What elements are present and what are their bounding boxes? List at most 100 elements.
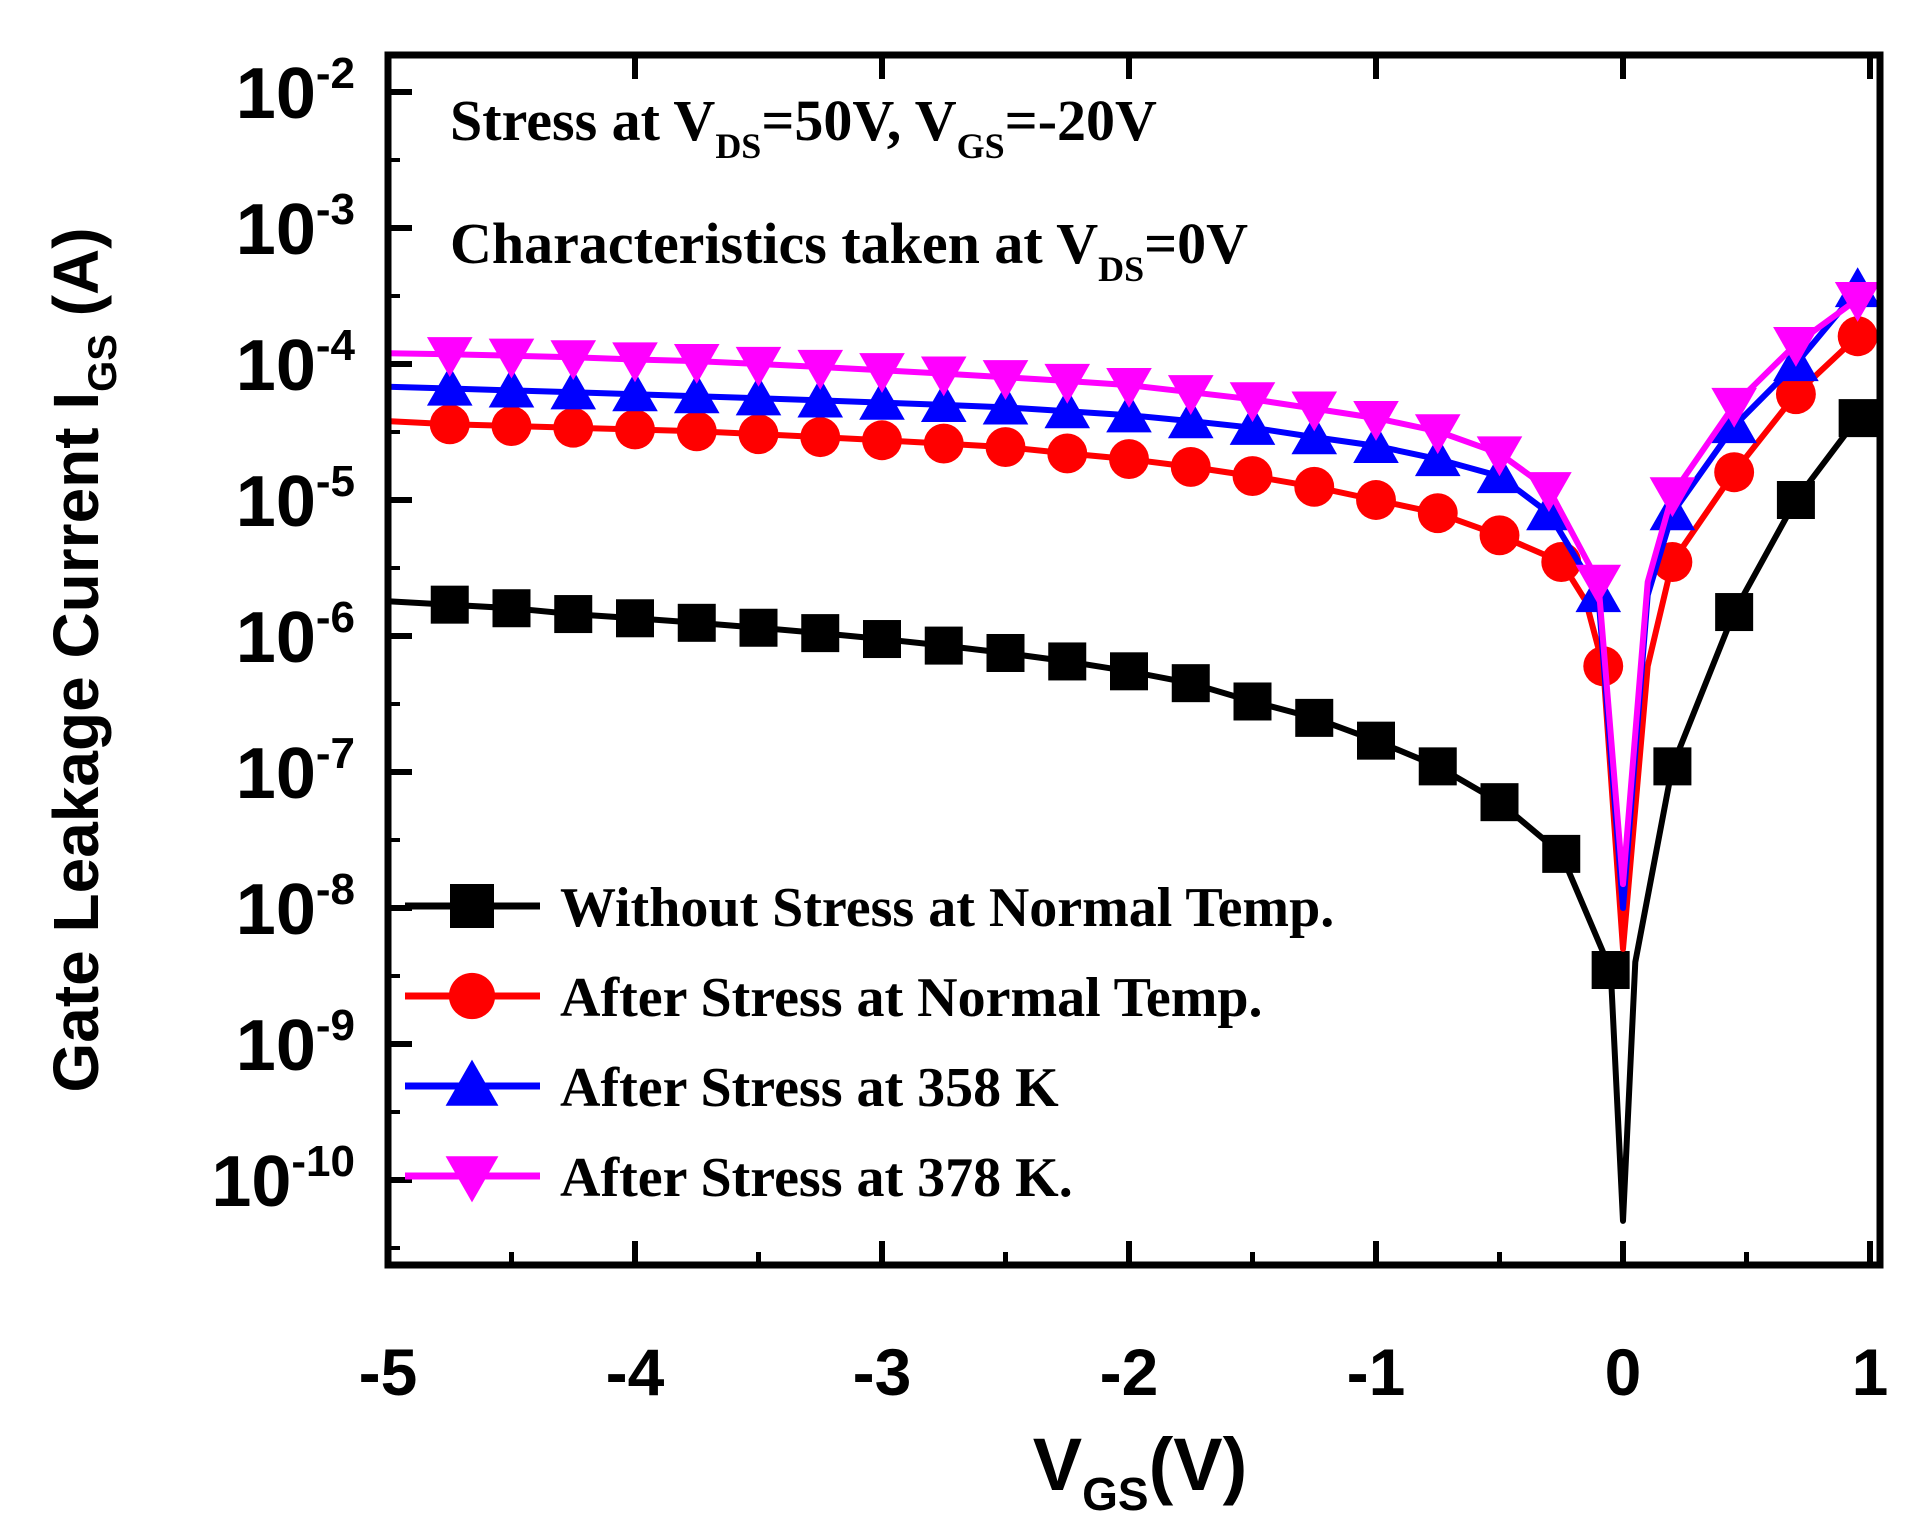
marker-square bbox=[1653, 747, 1692, 786]
marker-circle bbox=[553, 407, 594, 448]
x-tick-label: -5 bbox=[359, 1335, 418, 1409]
marker-circle bbox=[491, 406, 532, 446]
marker-circle bbox=[1294, 466, 1335, 507]
marker-circle bbox=[923, 423, 964, 464]
marker-triangle-up bbox=[550, 369, 597, 410]
marker-triangle-up bbox=[1353, 423, 1399, 463]
marker-circle bbox=[738, 414, 779, 455]
marker-triangle-up bbox=[488, 367, 535, 408]
marker-triangle-down bbox=[982, 360, 1029, 400]
marker-triangle-down bbox=[488, 338, 535, 379]
marker-square bbox=[1295, 698, 1334, 737]
marker-square bbox=[677, 603, 716, 642]
marker-triangle-down bbox=[426, 337, 473, 378]
x-tick-label: -1 bbox=[1347, 1335, 1406, 1409]
plot-frame bbox=[384, 51, 1884, 1269]
marker-triangle-down bbox=[1414, 414, 1461, 455]
marker-circle bbox=[676, 411, 717, 452]
annotation-line-2: Characteristics taken at VDS=0V bbox=[450, 211, 1248, 289]
marker-triangle-down bbox=[1167, 375, 1214, 416]
marker-square bbox=[1110, 652, 1148, 691]
marker-triangle-up bbox=[797, 377, 844, 418]
marker-circle bbox=[862, 420, 902, 461]
marker-circle bbox=[1109, 439, 1149, 480]
marker-square bbox=[1480, 783, 1519, 822]
series-0 bbox=[387, 399, 1877, 1224]
legend-label: After Stress at 358 K bbox=[560, 1057, 1059, 1119]
legend-label: After Stress at Normal Temp. bbox=[560, 967, 1263, 1029]
marker-circle bbox=[1479, 515, 1520, 556]
annotation-line-1: Stress at VDS=50V, VGS=-20V bbox=[450, 88, 1157, 166]
marker-square bbox=[863, 620, 901, 659]
marker-square bbox=[1418, 747, 1457, 786]
marker-triangle-up bbox=[920, 382, 967, 423]
marker-square bbox=[616, 599, 654, 638]
marker-triangle-down bbox=[920, 356, 967, 397]
y-tick-label: 10-4 bbox=[236, 321, 356, 406]
marker-triangle-down bbox=[550, 340, 597, 381]
marker-circle bbox=[800, 417, 841, 458]
marker-circle bbox=[985, 427, 1026, 468]
marker-square bbox=[1171, 664, 1210, 703]
series-1 bbox=[387, 316, 1878, 952]
legend: Without Stress at Normal Temp. After Stre… bbox=[405, 877, 1334, 1209]
marker-triangle-down bbox=[612, 342, 658, 383]
marker-square bbox=[739, 608, 778, 647]
marker-circle bbox=[1714, 452, 1755, 493]
marker-triangle-up bbox=[735, 375, 782, 416]
marker-circle bbox=[1170, 446, 1211, 487]
marker-triangle-up bbox=[1414, 436, 1461, 477]
marker-triangle-up bbox=[1106, 392, 1152, 433]
marker-triangle-down bbox=[1106, 367, 1152, 408]
y-tick-label: 10-10 bbox=[211, 1137, 355, 1222]
marker-triangle-down bbox=[1773, 327, 1819, 367]
x-tick-label: 0 bbox=[1605, 1335, 1642, 1409]
y-tick-label: 10-5 bbox=[236, 457, 355, 542]
y-tick-label: 10-2 bbox=[236, 49, 355, 134]
marker-triangle-up bbox=[1229, 404, 1276, 445]
marker-triangle-down bbox=[445, 1156, 499, 1203]
marker-triangle-down bbox=[735, 346, 782, 387]
marker-circle bbox=[615, 409, 655, 450]
marker-circle bbox=[1417, 493, 1458, 534]
marker-triangle-down bbox=[1711, 387, 1757, 428]
marker-triangle-down bbox=[797, 349, 844, 390]
marker-triangle-down bbox=[1044, 363, 1091, 404]
x-tick-label: -3 bbox=[853, 1335, 912, 1409]
marker-square bbox=[801, 614, 840, 653]
marker-triangle-down bbox=[1834, 282, 1881, 322]
marker-circle bbox=[1837, 316, 1878, 357]
marker-triangle-up bbox=[673, 373, 720, 414]
marker-square bbox=[1357, 721, 1395, 760]
x-tick-label: 1 bbox=[1852, 1335, 1889, 1409]
marker-square bbox=[492, 589, 531, 628]
marker-triangle-up bbox=[1167, 398, 1214, 439]
marker-triangle-up bbox=[859, 379, 905, 420]
series-layer bbox=[387, 267, 1881, 1224]
marker-square bbox=[1776, 481, 1815, 519]
series-3 bbox=[387, 282, 1881, 888]
y-axis-title: Gate Leakage Current IGS (A) bbox=[40, 227, 125, 1092]
marker-square bbox=[1591, 951, 1630, 990]
marker-triangle-up bbox=[445, 1059, 499, 1106]
marker-triangle-down bbox=[1649, 477, 1696, 518]
y-tick-label: 10-7 bbox=[236, 729, 355, 814]
marker-circle bbox=[1047, 433, 1088, 474]
axis-titles: VGS(V) Gate Leakage Current IGS (A) bbox=[40, 227, 1247, 1520]
y-tick-label: 10-9 bbox=[236, 1001, 355, 1086]
x-tick-label: -2 bbox=[1100, 1335, 1159, 1409]
y-tick-label: 10-3 bbox=[236, 185, 355, 270]
x-tick-label: -4 bbox=[606, 1335, 665, 1409]
marker-triangle-down bbox=[1353, 401, 1399, 441]
marker-triangle-up bbox=[426, 365, 473, 406]
marker-circle bbox=[1356, 480, 1396, 520]
marker-triangle-down bbox=[1229, 382, 1276, 423]
marker-triangle-down bbox=[1575, 564, 1622, 605]
marker-triangle-down bbox=[859, 353, 905, 394]
marker-square bbox=[554, 595, 593, 634]
marker-circle bbox=[1775, 374, 1816, 415]
marker-triangle-down bbox=[1291, 391, 1338, 432]
marker-circle bbox=[448, 972, 496, 1020]
